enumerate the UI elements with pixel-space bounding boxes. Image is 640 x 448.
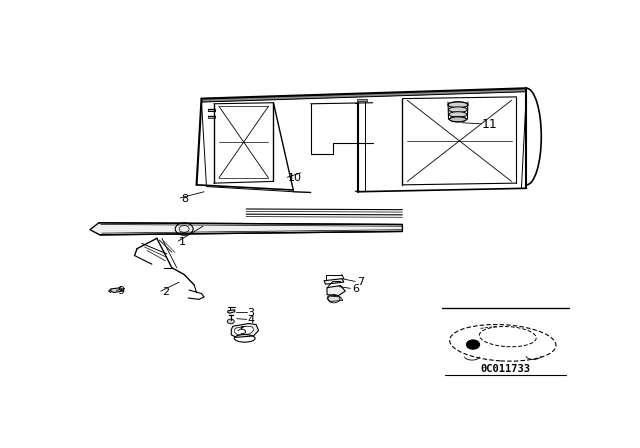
Polygon shape xyxy=(90,223,403,235)
Text: 3: 3 xyxy=(248,308,255,318)
Polygon shape xyxy=(235,326,253,335)
Text: 7: 7 xyxy=(356,277,364,287)
Ellipse shape xyxy=(449,116,467,122)
Text: 5: 5 xyxy=(239,327,246,336)
Ellipse shape xyxy=(449,117,467,122)
Text: 10: 10 xyxy=(288,173,302,183)
Circle shape xyxy=(227,319,234,324)
Polygon shape xyxy=(111,288,123,293)
Text: 4: 4 xyxy=(248,315,255,325)
Polygon shape xyxy=(228,310,235,313)
Ellipse shape xyxy=(449,112,467,117)
Polygon shape xyxy=(202,88,527,102)
Text: 9: 9 xyxy=(117,286,124,296)
Text: 1: 1 xyxy=(179,237,186,247)
Text: 8: 8 xyxy=(182,194,189,204)
Ellipse shape xyxy=(449,107,467,112)
Text: 11: 11 xyxy=(482,118,497,131)
Polygon shape xyxy=(327,296,343,302)
Text: 0C011733: 0C011733 xyxy=(480,363,531,374)
Text: 6: 6 xyxy=(352,284,359,294)
Polygon shape xyxy=(327,285,346,296)
Polygon shape xyxy=(208,116,215,118)
Text: 2: 2 xyxy=(162,287,169,297)
Polygon shape xyxy=(356,99,367,101)
Polygon shape xyxy=(208,109,215,112)
Ellipse shape xyxy=(448,102,468,108)
Ellipse shape xyxy=(448,102,468,108)
Polygon shape xyxy=(324,279,344,284)
Polygon shape xyxy=(231,323,259,337)
Circle shape xyxy=(467,340,479,349)
